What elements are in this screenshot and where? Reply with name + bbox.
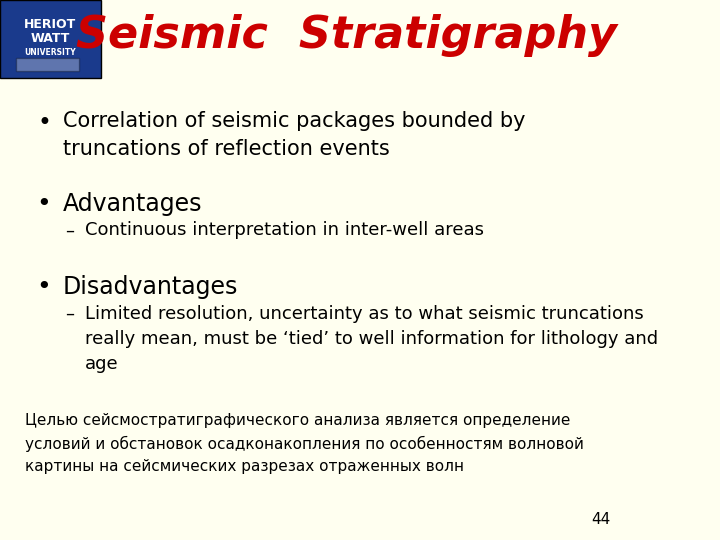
Text: –: – (65, 305, 73, 323)
Text: 44: 44 (591, 511, 611, 526)
Text: Disadvantages: Disadvantages (63, 275, 238, 299)
FancyBboxPatch shape (16, 58, 78, 71)
Text: Целью сейсмостратиграфического анализа является определение
условий и обстановок: Целью сейсмостратиграфического анализа я… (25, 413, 584, 474)
Text: Limited resolution, uncertainty as to what seismic truncations
really mean, must: Limited resolution, uncertainty as to wh… (85, 305, 658, 373)
Text: UNIVERSITY: UNIVERSITY (24, 49, 76, 57)
FancyBboxPatch shape (0, 0, 101, 78)
Text: •: • (37, 192, 51, 215)
Text: Continuous interpretation in inter-well areas: Continuous interpretation in inter-well … (85, 221, 484, 239)
Text: Correlation of seismic packages bounded by
truncations of reflection events: Correlation of seismic packages bounded … (63, 111, 526, 159)
Text: •: • (37, 275, 51, 299)
Text: WATT: WATT (31, 32, 70, 45)
Text: HERIOT: HERIOT (24, 18, 76, 31)
Text: Advantages: Advantages (63, 192, 202, 215)
Text: –: – (65, 221, 73, 239)
Text: Seismic  Stratigraphy: Seismic Stratigraphy (76, 14, 617, 57)
Text: •: • (37, 111, 51, 134)
